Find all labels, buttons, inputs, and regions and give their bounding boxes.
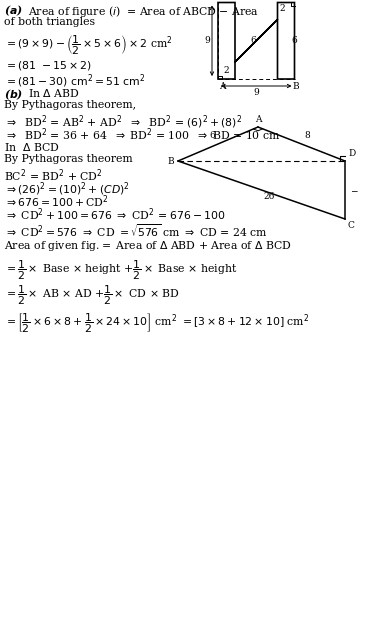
- Text: Area of figure ($i$)  = Area of ABCD $-$ Area: Area of figure ($i$) = Area of ABCD $-$ …: [28, 4, 259, 19]
- Text: BC$^2$ = BD$^2$ + CD$^2$: BC$^2$ = BD$^2$ + CD$^2$: [4, 167, 103, 184]
- Text: B: B: [168, 157, 174, 165]
- Text: $=\dfrac{1}{2}\times$ AB $\times$ AD $+\dfrac{1}{2}\times$ CD $\times$ BD: $=\dfrac{1}{2}\times$ AB $\times$ AD $+\…: [4, 284, 180, 307]
- Text: $\Rightarrow$ CD$^2=576$ $\Rightarrow$ CD $=\sqrt{576}$ cm $\Rightarrow$ CD = 24: $\Rightarrow$ CD$^2=576$ $\Rightarrow$ C…: [4, 222, 268, 239]
- Text: $=(9\times9)-\left(\dfrac{1}{2}\times5\times6\right)\times2$ cm$^2$: $=(9\times9)-\left(\dfrac{1}{2}\times5\t…: [4, 34, 173, 58]
- Text: $=\left[\dfrac{1}{2}\times6\times8+\dfrac{1}{2}\times24\times10\right]$ cm$^2$ $: $=\left[\dfrac{1}{2}\times6\times8+\dfra…: [4, 312, 309, 335]
- Text: $=(81-30)\ \mathrm{cm}^2=51\ \mathrm{cm}^2$: $=(81-30)\ \mathrm{cm}^2=51\ \mathrm{cm}…: [4, 72, 146, 89]
- Text: of both triangles: of both triangles: [4, 17, 95, 27]
- Text: 8: 8: [304, 131, 310, 140]
- Text: 6: 6: [251, 36, 257, 45]
- Text: 9: 9: [253, 88, 259, 97]
- Text: A: A: [219, 82, 226, 91]
- Text: C: C: [348, 221, 355, 230]
- Text: $\Rightarrow$ CD$^2+100=676$ $\Rightarrow$ CD$^2$ = $676-100$: $\Rightarrow$ CD$^2+100=676$ $\Rightarro…: [4, 206, 226, 223]
- Text: 9: 9: [204, 36, 210, 45]
- Text: $=\dfrac{1}{2}\times$ Base $\times$ height $+\dfrac{1}{2}\times$ Base $\times$ h: $=\dfrac{1}{2}\times$ Base $\times$ heig…: [4, 259, 238, 282]
- Text: 2: 2: [224, 66, 229, 75]
- Text: $\Rightarrow(26)^2=(10)^2+(CD)^2$: $\Rightarrow(26)^2=(10)^2+(CD)^2$: [4, 180, 130, 198]
- Text: B: B: [292, 82, 299, 91]
- Text: ($\bfit{a}$): ($\bfit{a}$): [4, 4, 23, 18]
- Text: 26: 26: [264, 192, 275, 201]
- Text: Area of given fig.$=$ Area of $\Delta$ ABD $+$ Area of $\Delta$ BCD: Area of given fig.$=$ Area of $\Delta$ A…: [4, 239, 292, 253]
- Text: By Pythagoras theorem,: By Pythagoras theorem,: [4, 100, 136, 110]
- Text: By Pythagoras theorem: By Pythagoras theorem: [4, 154, 132, 164]
- Text: $\Rightarrow676=100+$CD$^2$: $\Rightarrow676=100+$CD$^2$: [4, 193, 109, 210]
- Text: D: D: [348, 149, 355, 158]
- Text: In $\Delta$ ABD: In $\Delta$ ABD: [28, 87, 80, 99]
- Text: 6: 6: [209, 131, 215, 140]
- Text: A: A: [255, 115, 261, 124]
- Text: ($\bfit{b}$): ($\bfit{b}$): [4, 87, 23, 101]
- Text: $\Rightarrow\ \ $BD$^2$ = AB$^2$ + AD$^2$  $\Rightarrow\ \ $BD$^2$ = $(6)^2+(8)^: $\Rightarrow\ \ $BD$^2$ = AB$^2$ + AD$^2…: [4, 113, 242, 131]
- Text: 6: 6: [291, 36, 297, 45]
- Text: 2: 2: [279, 4, 285, 13]
- Text: In $\ \Delta$ BCD: In $\ \Delta$ BCD: [4, 141, 59, 153]
- Text: $\Rightarrow\ \ $BD$^2$ = 36 + 64  $\Rightarrow$ BD$^2$ = 100  $\Rightarrow$ BD : $\Rightarrow\ \ $BD$^2$ = 36 + 64 $\Righ…: [4, 126, 280, 143]
- Text: $=(81\ -15\times2)$: $=(81\ -15\times2)$: [4, 59, 92, 72]
- Text: $-$: $-$: [350, 186, 359, 195]
